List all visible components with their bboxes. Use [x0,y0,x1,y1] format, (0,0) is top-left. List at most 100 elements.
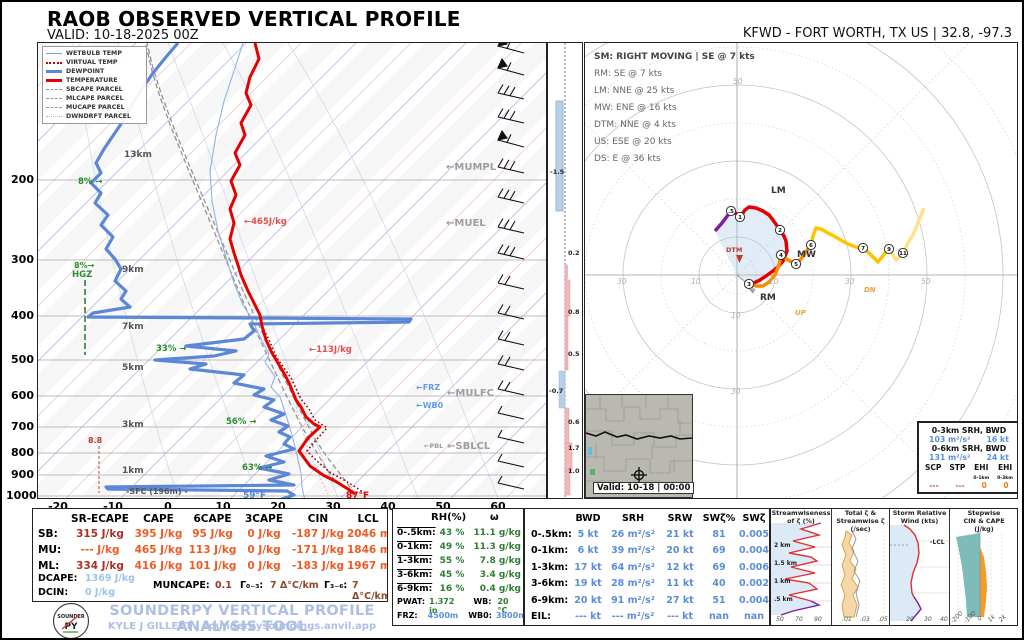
omega-panel: -1.5 0.2 0.8 0.5 -0.7 0.6 1.7 1.0 [547,42,583,499]
height-label-9km: 9km [122,265,144,275]
sounderpy-logo: SOUNDER PY [52,602,90,638]
shear-row-1-3: 1-3km: 17 kt 64 m²/s² 12 kt 69 0.006 [531,561,770,573]
thermo-table: SR-ECAPE CAPE 6CAPE 3CAPE CIN LCL SB: 31… [33,511,387,574]
ring-label-bottom-30: 30 [731,387,741,396]
height-label-7km: 7km [122,322,144,332]
shear-table-box: BWD SRH SRW SWζ% SWζ 0-.5km: 5 kt 26 m²/… [524,508,770,626]
pressure-label-700: 700 [11,420,34,433]
moisture-row-0-05: 0-.5km: 43 % 11.1 g/kg [397,528,521,538]
shear-header-srw: SRW [667,513,693,524]
logo-text-top: SOUNDER [57,614,85,620]
wb0-label: ←WB0 [416,401,444,410]
storm-motion-info: SM: RIGHT MOVING | SE @ 7 kts RM: SE @ 7… [594,49,755,168]
legend-item-dwndrft: DWNDRFT PARCEL [46,112,143,121]
legend-item-mucape: MUCAPE PARCEL [46,103,143,112]
wind-barb-column [497,43,525,490]
height-label-13km: 13km [124,150,152,160]
legend-item-mlcape: MLCAPE PARCEL [46,94,143,103]
srh-shaded-area [715,207,787,284]
muel-label: ←MUEL [446,218,486,229]
hodo-marker-label-05: .5 [728,209,734,215]
lapse-3-6-label: Γ₃₋₆: [324,580,348,591]
omega-value-7: 1.0 [568,467,580,475]
ring-label-right-50: 50 [921,277,931,286]
rh-annotation-200: 8% → [78,177,103,187]
ds-line: DS: E @ 36 kts [594,154,661,164]
shear-corner-cell [525,511,569,526]
tz-tick-03: .03 [860,616,870,623]
ring-label-top-50: 50 [733,77,743,86]
pwat-label: PWAT: [397,597,426,606]
rm-line: RM: SE @ 7 kts [594,69,663,79]
legend-item-temperature: TEMPERATURE [46,76,143,85]
srh-0-3-value: 103 m²/s² [929,435,971,444]
lapse-0-3-label: Γ₀₋₃: [240,580,264,591]
dcape-value: 1369 J/kg [85,573,135,584]
tz-tick-01: .01 [842,616,852,623]
logo-red-arrow [61,614,80,630]
wb0-table-label: WB0: [468,611,492,620]
dn-label: DN [864,286,876,294]
sm-line: SM: RIGHT MOVING | SE @ 7 kts [594,52,755,62]
mw-line: MW: ENE @ 16 kts [594,103,677,113]
rh-annotation-56: 56% → [226,417,256,427]
total-zeta-band [840,530,859,618]
dwndrft-line-icon [46,116,62,117]
hodo-marker-label-3: 3 [747,282,751,288]
srw-plot: Storm Relative Wind (kts) -LCL 20 30 40 [889,509,949,625]
frz-table-label: FRZ: [397,611,418,620]
wb-value: 20 °C [497,597,509,615]
scp-header: SCP [924,463,942,472]
wetbulb-curve [209,43,305,498]
streamwiseness-fill [771,523,821,615]
hodograph-panel: .5 1 2 3 4 5 6 7 9 11 50 30 10 10 30 50 … [584,42,1018,499]
sw-tick-70: 70 [795,616,803,623]
frz-row: FRZ: 4500m WB0: 3800m [397,611,523,620]
skewt-legend: WETBULB TEMP VIRTUAL TEMP DEWPOINT TEMPE… [42,46,147,124]
rh-annotation-33: 33% → [156,344,186,354]
streamwise-zeta-line [851,530,861,618]
hodograph-plot: .5 1 2 3 4 5 6 7 9 11 50 30 10 10 30 50 … [585,43,1017,498]
dtm-line: DTM: NNE @ 4 kts [594,120,676,130]
rh-header: RH(%) [431,512,467,523]
bwd-0-3-value: 16 kt [986,435,1009,444]
mlcape-line-icon [46,98,62,99]
stepwise-title-1: Stepwise [967,509,1001,517]
srh-0-3-header: 0-3km SRH, BWD [931,426,1007,435]
omega-value-0: -1.5 [550,168,565,176]
surface-elevation-label: -SFC (196m) - [126,487,188,496]
dewpoint-line-icon [46,70,62,73]
ring-label-right-30: 30 [845,277,855,286]
moisture-row-3-6: 3-6km: 45 % 3.4 g/kg [397,570,521,580]
ehi-0-3-value: 0 [1003,481,1009,490]
omega-value-4: -0.7 [549,387,563,395]
km-label-2: 2 km [774,542,791,549]
hodo-marker-label-7: 7 [861,246,865,252]
muncape-label: MUNCAPE: [153,580,210,591]
muncape-value: 0.1 [215,580,232,591]
omega-header: ω [490,512,499,523]
srw-title-1: Storm Relative [892,509,947,517]
hodo-marker-label-6: 6 [809,243,813,249]
station-crosshair-icon [631,467,647,483]
srw-tick-40: 40 [940,616,948,623]
total-zeta-title-1: Total ζ & [844,509,877,517]
sw-tick-90: 90 [814,616,822,623]
hodo-marker-label-2: 2 [778,228,782,234]
rm-vector-arrowhead [749,288,755,294]
shear-table: BWD SRH SRW SWζ% SWζ 0-.5km: 5 kt 26 m²/… [525,511,770,625]
ring-label-bottom-10: 10 [731,311,741,320]
moisture-row-0-1: 0-1km: 49 % 11.3 g/kg [397,542,521,552]
radar-speck-1 [588,447,592,455]
ehi-0-1-sub: 0-1km [973,476,990,481]
dewpoint-curve [86,43,413,498]
km-label-15: 1.5 km [774,560,797,567]
shear-row-3-6: 3-6km: 19 kt 28 m²/s² 11 kt 40 0.002 [531,578,770,590]
total-zeta-title-3b: (/sec) [850,525,871,533]
frz-label: ←FRZ [416,383,440,392]
moisture-rows: 0-.5km: 43 % 11.1 g/kg 0-1km: 49 % 11.3 … [397,526,521,596]
footer-subtitle: KYLE J GILLETT | sounderpysoundings.anvi… [107,621,377,632]
srw-curve [903,524,920,598]
moisture-table-box: RH(%) ω 0-.5km: 43 % 11.1 g/kg 0-1km: 49… [392,508,524,626]
legend-item-sbcape: SBCAPE PARCEL [46,85,143,94]
